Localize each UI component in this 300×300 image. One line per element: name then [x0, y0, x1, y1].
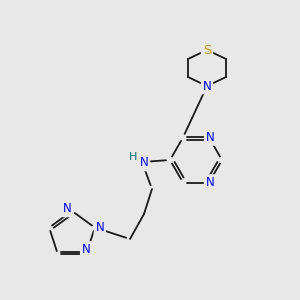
Text: N: N — [206, 131, 214, 144]
Text: N: N — [206, 176, 214, 189]
Text: N: N — [202, 80, 211, 92]
Text: N: N — [140, 157, 148, 169]
Text: N: N — [95, 221, 104, 234]
Text: N: N — [82, 243, 91, 256]
Text: N: N — [63, 202, 71, 215]
Text: H: H — [129, 152, 137, 162]
Text: S: S — [203, 44, 211, 56]
